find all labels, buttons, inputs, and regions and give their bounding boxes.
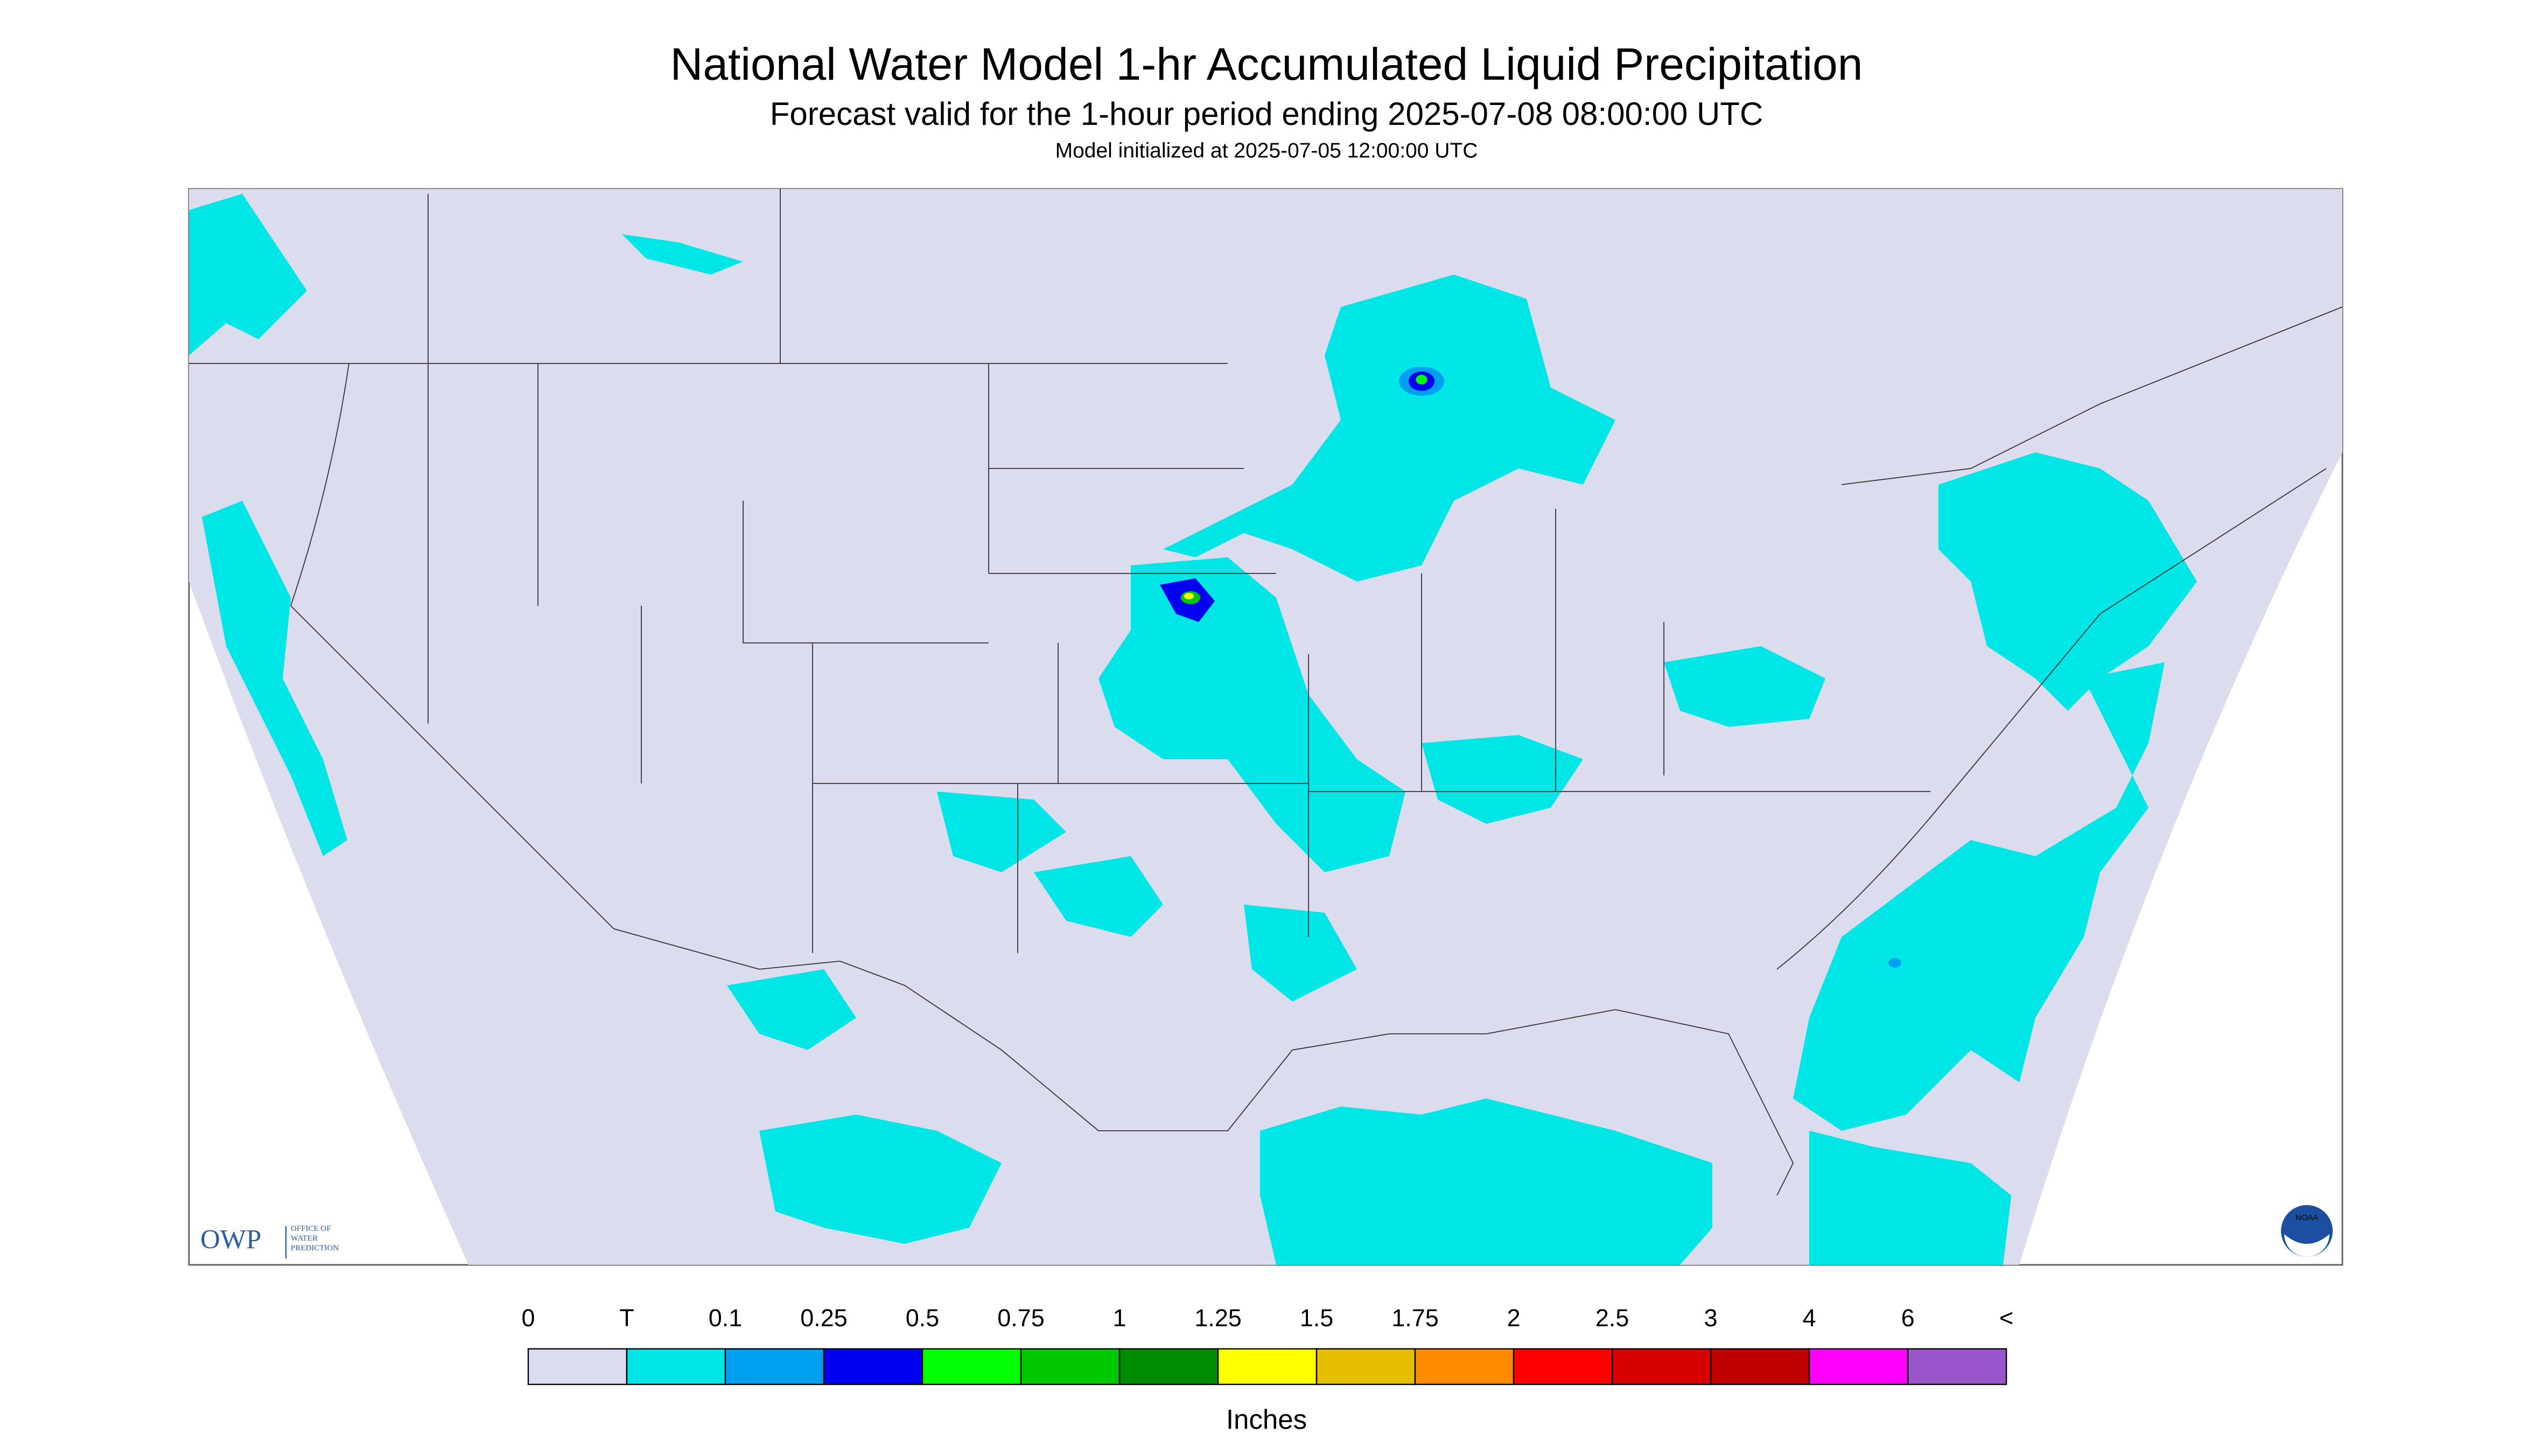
legend-units: Inches: [1226, 1404, 1307, 1434]
map: OWP OFFICE OF WATER PREDICTION NOAA: [188, 188, 2343, 1266]
precip-core: [1184, 593, 1194, 600]
legend-swatch: [1414, 1348, 1515, 1385]
legend-label: 3: [1704, 1304, 1717, 1332]
init-note: Model initialized at 2025-07-05 12:00:00…: [1055, 139, 1478, 162]
legend-label: 0: [521, 1304, 535, 1332]
owp-name: WATER: [291, 1234, 318, 1243]
legend-label: 0.25: [800, 1304, 848, 1332]
noaa-text: NOAA: [2296, 1213, 2319, 1222]
legend-label: 2: [1507, 1304, 1520, 1332]
legend-swatch: [1513, 1348, 1613, 1385]
legend-swatch: [1907, 1348, 2007, 1385]
legend-label: <: [1999, 1304, 2013, 1332]
legend-label: 1.25: [1194, 1304, 1242, 1332]
legend-swatch: [823, 1348, 923, 1385]
legend-label: T: [619, 1304, 634, 1332]
legend-swatch: [626, 1348, 726, 1385]
subtitle: Forecast valid for the 1-hour period end…: [770, 96, 1763, 132]
precip-core: [1888, 958, 1901, 968]
legend-label: 0.5: [906, 1304, 940, 1332]
legend-swatch: [1020, 1348, 1121, 1385]
legend-swatch: [1611, 1348, 1712, 1385]
precip-areas: [189, 194, 2197, 1265]
owp-name: OFFICE OF: [291, 1224, 331, 1233]
legend-swatch: [724, 1348, 825, 1385]
legend-swatch: [1118, 1348, 1219, 1385]
legend-label: 1.5: [1300, 1304, 1334, 1332]
legend-label: 6: [1901, 1304, 1914, 1332]
legend-label: 1.75: [1391, 1304, 1439, 1332]
title: National Water Model 1-hr Accumulated Li…: [670, 39, 1863, 89]
legend-swatch: [527, 1348, 628, 1385]
boundaries: [189, 189, 2343, 1196]
legend-label: 1: [1112, 1304, 1126, 1332]
legend-swatch: [921, 1348, 1022, 1385]
owp-logo: OWP: [200, 1225, 261, 1255]
precip-core: [1416, 375, 1428, 385]
noaa-logo-wave: [2284, 1234, 2329, 1257]
legend-label: 2.5: [1596, 1304, 1629, 1332]
legend-label: 4: [1802, 1304, 1816, 1332]
legend-label: 0.75: [997, 1304, 1045, 1332]
legend-swatch: [1710, 1348, 1810, 1385]
legend-swatch: [1808, 1348, 1909, 1385]
legend-swatch: [1217, 1348, 1318, 1385]
owp-name: PREDICTION: [291, 1244, 339, 1252]
legend-label: 0.1: [709, 1304, 743, 1332]
legend-swatch: [1316, 1348, 1416, 1385]
legend: 0 T 0.1 0.25 0.5 0.75 1 1.25 1.5 1.75 2 2.5 3 4 6 <: [521, 1304, 2013, 1385]
